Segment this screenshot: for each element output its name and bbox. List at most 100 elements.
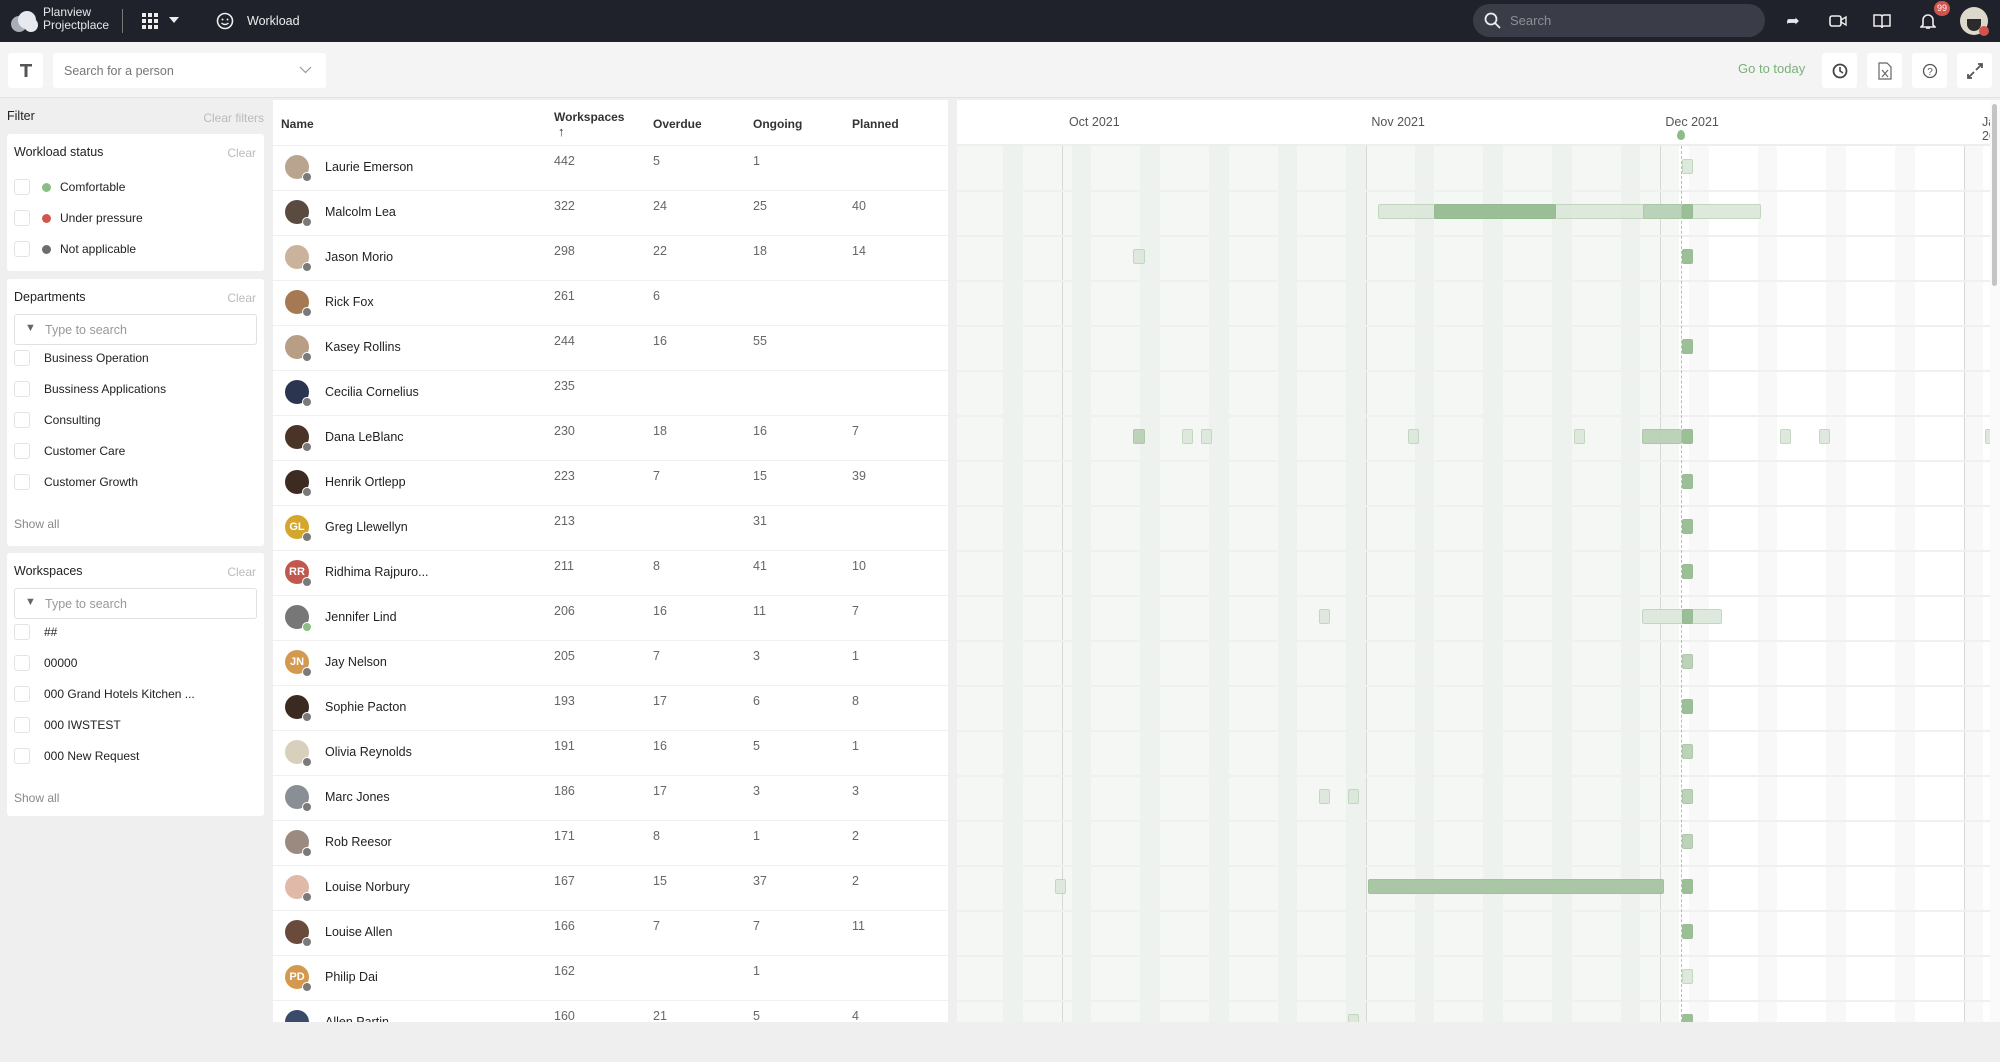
user-avatar[interactable] (1960, 7, 1989, 36)
filter-option[interactable]: 00000 (14, 654, 77, 672)
workload-bar[interactable] (1318, 609, 1330, 624)
checkbox[interactable] (14, 686, 30, 702)
vertical-scrollbar[interactable] (1990, 100, 2000, 1022)
column-header-ongoing[interactable]: Ongoing (753, 117, 803, 131)
workload-bar[interactable] (1132, 429, 1146, 444)
person-name[interactable]: Henrik Ortlepp (325, 475, 406, 489)
workload-bar[interactable] (1132, 249, 1146, 264)
filter-option[interactable]: Bussiness Applications (14, 380, 166, 398)
workload-bar[interactable] (1682, 249, 1694, 264)
workload-bar[interactable] (1682, 609, 1694, 624)
clear-workload-status[interactable]: Clear (227, 146, 256, 160)
filter-option[interactable]: ## (14, 623, 57, 641)
help-button[interactable]: ? (1912, 53, 1947, 88)
workload-bar[interactable] (1682, 1014, 1694, 1022)
person-name[interactable]: Rick Fox (325, 295, 374, 309)
filter-option[interactable]: 000 New Request (14, 747, 139, 765)
workload-bar[interactable] (1682, 654, 1694, 669)
workload-bar[interactable] (1682, 834, 1694, 849)
person-name[interactable]: Jennifer Lind (325, 610, 397, 624)
table-row[interactable]: PD Philip Dai 162 1 (273, 955, 948, 1000)
column-header-overdue[interactable]: Overdue (653, 117, 702, 131)
workload-bar[interactable] (1181, 429, 1194, 444)
column-header-planned[interactable]: Planned (852, 117, 899, 131)
workload-bar[interactable] (1985, 429, 1990, 444)
workload-bar[interactable] (1682, 339, 1694, 354)
filter-option[interactable]: Customer Growth (14, 473, 138, 491)
person-name[interactable]: Malcolm Lea (325, 205, 396, 219)
person-search-select[interactable]: Search for a person (53, 53, 326, 88)
history-button[interactable] (1822, 53, 1857, 88)
column-header-name[interactable]: Name (281, 117, 314, 131)
table-row[interactable]: Allen Partin 160 21 5 4 (273, 1000, 948, 1022)
workload-bar[interactable] (1682, 564, 1694, 579)
checkbox[interactable] (14, 624, 30, 640)
table-row[interactable]: Henrik Ortlepp 223 7 15 39 (273, 460, 948, 505)
workload-bar[interactable] (1682, 519, 1694, 534)
table-row[interactable]: RR Ridhima Rajpuro... 211 8 41 10 (273, 550, 948, 595)
workload-bar[interactable] (1348, 1014, 1359, 1022)
column-header-workspaces[interactable]: Workspaces ↑ (554, 110, 624, 139)
filter-option[interactable]: Under pressure (14, 209, 143, 227)
person-name[interactable]: Kasey Rollins (325, 340, 401, 354)
person-name[interactable]: Greg Llewellyn (325, 520, 408, 534)
workspaces-show-all[interactable]: Show all (14, 791, 60, 805)
person-name[interactable]: Jay Nelson (325, 655, 387, 669)
person-name[interactable]: Dana LeBlanc (325, 430, 404, 444)
departments-search-input[interactable]: ▼ Type to search (14, 314, 257, 345)
app-grid-icon[interactable] (142, 13, 158, 29)
filter-option[interactable]: Business Operation (14, 349, 149, 367)
table-row[interactable]: Louise Allen 166 7 7 11 (273, 910, 948, 955)
global-search-input[interactable]: Search (1473, 4, 1765, 37)
person-name[interactable]: Philip Dai (325, 970, 378, 984)
workload-bar[interactable] (1780, 429, 1792, 444)
workload-bar[interactable] (1573, 429, 1586, 444)
checkbox[interactable] (14, 443, 30, 459)
workspaces-search-input[interactable]: ▼ Type to search (14, 588, 257, 619)
fullscreen-button[interactable] (1957, 53, 1992, 88)
checkbox[interactable] (14, 241, 30, 257)
person-name[interactable]: Laurie Emerson (325, 160, 414, 174)
workload-bar[interactable] (1682, 204, 1694, 219)
departments-show-all[interactable]: Show all (14, 517, 60, 531)
workload-bar[interactable] (1201, 429, 1212, 444)
checkbox[interactable] (14, 179, 30, 195)
clear-workspaces[interactable]: Clear (227, 565, 256, 579)
filter-option[interactable]: 000 IWSTEST (14, 716, 121, 734)
workload-bar[interactable] (1818, 429, 1831, 444)
table-row[interactable]: Jennifer Lind 206 16 11 7 (273, 595, 948, 640)
table-row[interactable]: Kasey Rollins 244 16 55 (273, 325, 948, 370)
workload-bar[interactable] (1318, 789, 1330, 804)
table-row[interactable]: Jason Morio 298 22 18 14 (273, 235, 948, 280)
pane-splitter[interactable] (948, 100, 957, 1022)
workload-bar[interactable] (1682, 474, 1694, 489)
share-icon[interactable]: ➦ (1786, 13, 1800, 30)
table-row[interactable]: Olivia Reynolds 191 16 5 1 (273, 730, 948, 775)
workload-bar[interactable] (1682, 969, 1694, 984)
table-row[interactable]: GL Greg Llewellyn 213 31 (273, 505, 948, 550)
person-name[interactable]: Jason Morio (325, 250, 394, 264)
workload-bar[interactable] (1682, 924, 1694, 939)
workload-bar[interactable] (1434, 204, 1556, 219)
table-row[interactable]: Malcolm Lea 322 24 25 40 (273, 190, 948, 235)
workload-bar[interactable] (1682, 159, 1694, 174)
person-name[interactable]: Sophie Pacton (325, 700, 407, 714)
table-row[interactable]: Laurie Emerson 442 5 1 (273, 145, 948, 190)
table-row[interactable]: Sophie Pacton 193 17 6 8 (273, 685, 948, 730)
person-name[interactable]: Ridhima Rajpuro... (325, 565, 429, 579)
go-to-today-link[interactable]: Go to today (1738, 61, 1806, 76)
workload-bar[interactable] (1682, 789, 1694, 804)
table-row[interactable]: Louise Norbury 167 15 37 2 (273, 865, 948, 910)
planview-logo-icon[interactable] (9, 9, 39, 33)
checkbox[interactable] (14, 350, 30, 366)
export-excel-button[interactable] (1867, 53, 1902, 88)
scrollbar-thumb[interactable] (1992, 104, 1997, 286)
workload-bar[interactable] (1682, 879, 1694, 894)
filter-toggle-button[interactable] (8, 53, 43, 88)
person-name[interactable]: Louise Allen (325, 925, 393, 939)
checkbox[interactable] (14, 717, 30, 733)
table-row[interactable]: Cecilia Cornelius 235 (273, 370, 948, 415)
checkbox[interactable] (14, 474, 30, 490)
clear-filters-link[interactable]: Clear filters (203, 111, 264, 125)
person-name[interactable]: Marc Jones (325, 790, 390, 804)
